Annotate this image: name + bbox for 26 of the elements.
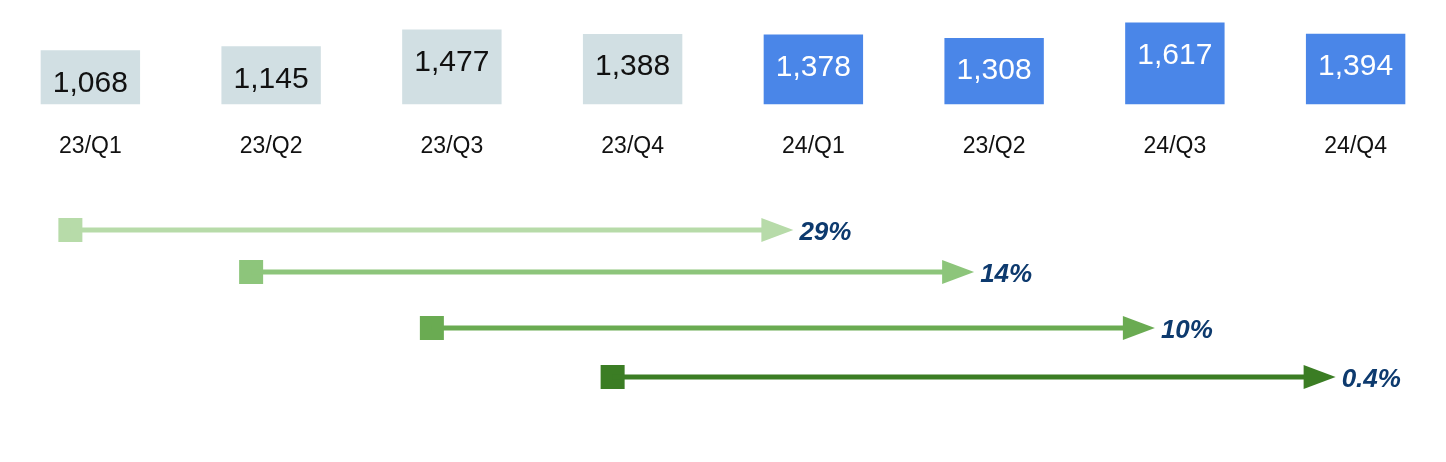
bar <box>221 46 321 105</box>
x-tick-label: 23/Q1 <box>59 131 122 158</box>
data-label: 1,308 <box>956 52 1032 86</box>
x-tick-label: 23/Q2 <box>239 131 303 158</box>
bar <box>1305 33 1406 105</box>
x-tick-label: 24/Q3 <box>1143 131 1207 158</box>
data-label: 1,617 <box>1137 36 1213 70</box>
data-label: 1,145 <box>233 60 309 94</box>
data-label: 1,068 <box>52 64 128 98</box>
text: 0.4% <box>1341 363 1401 394</box>
data-label: 1,378 <box>775 48 851 82</box>
bar <box>763 34 864 105</box>
text: 10% <box>1160 314 1213 345</box>
x-tick-label: 23/Q4 <box>601 131 665 158</box>
text: 29% <box>799 216 852 247</box>
text: 14% <box>980 258 1033 289</box>
bar <box>944 38 1044 105</box>
data-label: 1,394 <box>1318 47 1394 81</box>
x-tick-label: 23/Q3 <box>420 131 484 158</box>
data-label: 1,477 <box>414 43 490 77</box>
x-tick-label: 24/Q1 <box>782 131 845 158</box>
x-tick-label: 23/Q2 <box>962 131 1026 158</box>
bar <box>402 29 502 105</box>
bar <box>1125 22 1225 105</box>
data-label: 1,388 <box>595 48 671 82</box>
x-tick-label: 24/Q4 <box>1324 131 1388 158</box>
